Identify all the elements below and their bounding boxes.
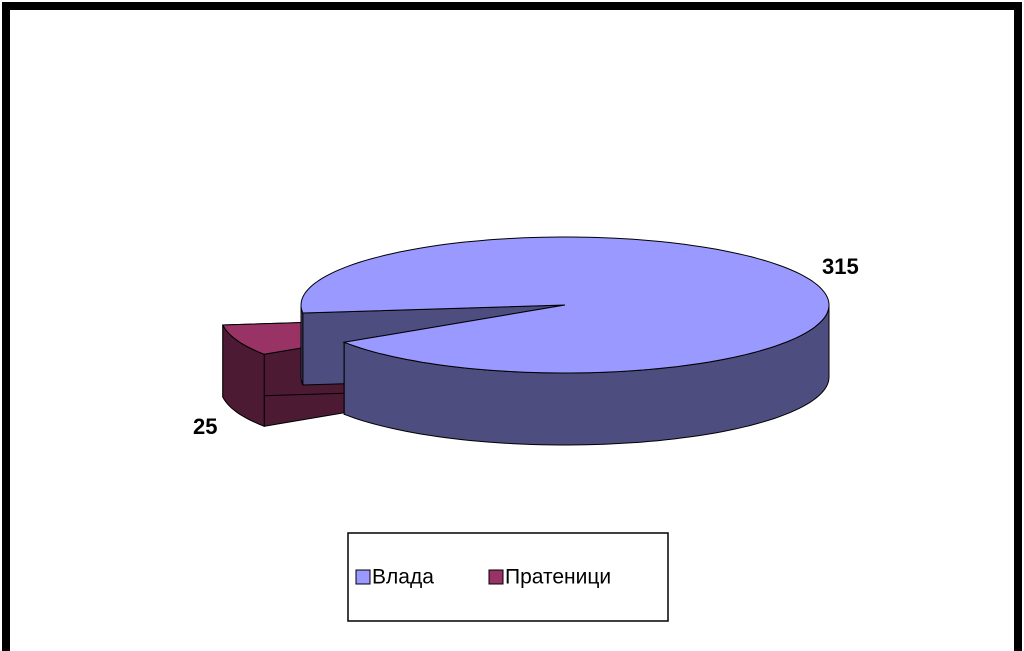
legend-swatch — [355, 569, 371, 585]
slice-wall — [300, 304, 304, 386]
slice-top — [300, 236, 830, 374]
data-label: 25 — [193, 414, 217, 439]
legend-label: Пратеници — [505, 566, 611, 589]
legend-label: Влада — [372, 566, 434, 589]
legend-swatch — [488, 569, 504, 585]
data-label: 315 — [822, 254, 859, 279]
legend-box — [347, 532, 669, 622]
